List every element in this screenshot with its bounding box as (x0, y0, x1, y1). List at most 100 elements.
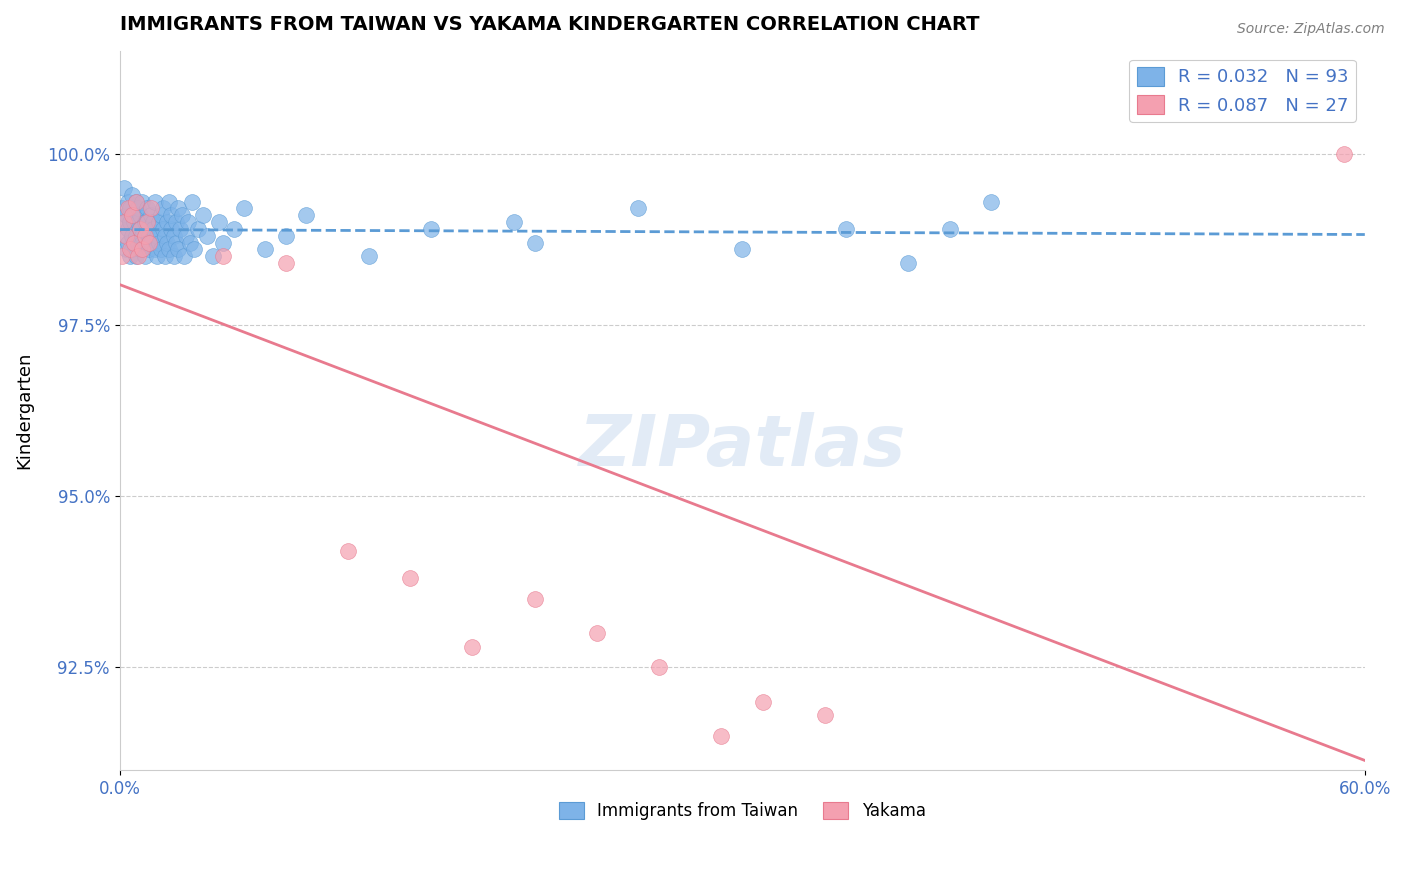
Point (139, 208, 162, 222)
Point (461, 640, 484, 654)
Text: ZIPatlas: ZIPatlas (578, 412, 905, 481)
Point (208, 215, 231, 229)
Point (131, 243, 153, 257)
Point (162, 249, 184, 263)
Point (155, 228, 177, 243)
Point (201, 249, 224, 263)
Point (177, 215, 200, 229)
Point (169, 222, 191, 236)
Point (274, 228, 297, 243)
Point (122, 235, 145, 250)
Point (419, 222, 441, 236)
Point (165, 235, 187, 250)
Point (162, 228, 184, 243)
Point (156, 235, 179, 250)
Point (134, 228, 156, 243)
Point (142, 215, 165, 229)
Point (523, 235, 546, 250)
Point (115, 243, 138, 257)
Point (117, 222, 139, 236)
Point (125, 194, 148, 209)
Point (166, 202, 188, 216)
Point (122, 208, 145, 222)
Point (138, 228, 160, 243)
Point (160, 222, 183, 236)
Point (157, 194, 180, 209)
Point (125, 228, 148, 243)
Point (115, 228, 138, 243)
Point (125, 249, 148, 263)
Point (938, 222, 960, 236)
Point (117, 235, 139, 250)
Point (181, 194, 204, 209)
Point (121, 187, 143, 202)
Point (115, 208, 138, 222)
Point (835, 222, 858, 236)
Point (212, 235, 235, 250)
Point (131, 194, 153, 209)
Point (118, 243, 141, 257)
Point (814, 708, 837, 723)
Point (150, 243, 173, 257)
Point (131, 228, 153, 243)
Point (503, 215, 526, 229)
Point (142, 222, 165, 236)
Point (129, 208, 152, 222)
Point (165, 215, 187, 229)
Legend: Immigrants from Taiwan, Yakama: Immigrants from Taiwan, Yakama (553, 795, 932, 826)
Point (127, 249, 149, 263)
Point (150, 208, 173, 222)
Point (135, 222, 157, 236)
Point (112, 215, 135, 229)
Point (710, 729, 733, 743)
Point (121, 208, 143, 222)
Point (118, 202, 141, 216)
Point (222, 222, 245, 236)
Point (399, 571, 422, 585)
Point (146, 249, 169, 263)
Point (125, 194, 148, 209)
Point (117, 202, 139, 216)
Point (648, 660, 671, 674)
Point (115, 228, 138, 243)
Point (274, 256, 297, 270)
Point (135, 215, 157, 229)
Point (112, 181, 135, 195)
Point (127, 215, 149, 229)
Point (111, 249, 134, 263)
Point (586, 626, 609, 640)
Point (179, 235, 201, 250)
Point (122, 235, 145, 250)
Point (148, 235, 170, 250)
Point (111, 202, 134, 216)
Point (127, 202, 149, 216)
Point (160, 208, 183, 222)
Point (155, 249, 177, 263)
Point (121, 228, 143, 243)
Point (129, 222, 152, 236)
Point (166, 243, 188, 257)
Point (731, 243, 754, 257)
Point (523, 591, 546, 606)
Point (897, 256, 920, 270)
Point (980, 194, 1002, 209)
Point (146, 228, 169, 243)
Point (752, 694, 775, 708)
Point (129, 222, 152, 236)
Point (112, 215, 135, 229)
Point (118, 215, 141, 229)
Point (152, 202, 174, 216)
Point (143, 194, 166, 209)
Point (170, 208, 193, 222)
Point (121, 243, 143, 257)
Point (122, 215, 145, 229)
Point (129, 243, 152, 257)
Point (233, 202, 256, 216)
Point (191, 208, 214, 222)
Point (135, 202, 157, 216)
Point (127, 235, 149, 250)
Point (295, 208, 318, 222)
Point (212, 249, 235, 263)
Point (143, 243, 166, 257)
Point (152, 222, 174, 236)
